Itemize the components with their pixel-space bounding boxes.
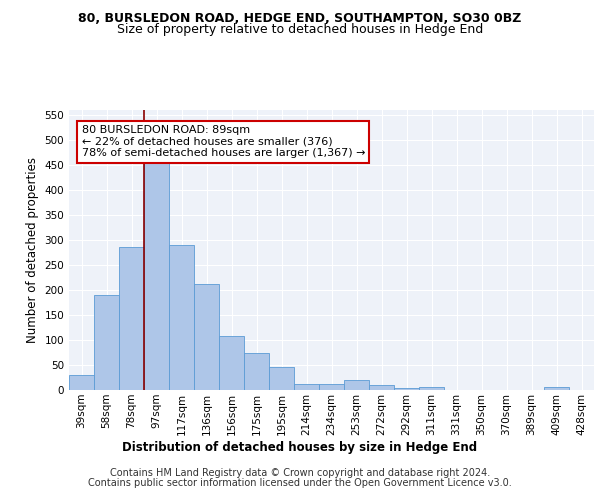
Text: Distribution of detached houses by size in Hedge End: Distribution of detached houses by size … (122, 441, 478, 454)
Text: Contains public sector information licensed under the Open Government Licence v3: Contains public sector information licen… (88, 478, 512, 488)
Bar (144, 160, 169, 390)
Bar (119, 246, 144, 390)
Bar (419, 387, 444, 390)
Bar (294, 384, 319, 390)
Text: 80, BURSLEDON ROAD, HEDGE END, SOUTHAMPTON, SO30 0BZ: 80, BURSLEDON ROAD, HEDGE END, SOUTHAMPT… (79, 12, 521, 26)
Bar (544, 387, 569, 390)
Bar (394, 388, 419, 390)
Text: Size of property relative to detached houses in Hedge End: Size of property relative to detached ho… (117, 22, 483, 36)
Bar (169, 244, 194, 390)
Bar (319, 384, 344, 390)
Bar (244, 353, 269, 390)
Bar (369, 385, 394, 390)
Text: 80 BURSLEDON ROAD: 89sqm
← 22% of detached houses are smaller (376)
78% of semi-: 80 BURSLEDON ROAD: 89sqm ← 22% of detach… (82, 125, 365, 158)
Y-axis label: Number of detached properties: Number of detached properties (26, 157, 39, 343)
Bar (269, 366, 294, 390)
Bar (219, 336, 244, 390)
Bar (194, 284, 219, 390)
Bar (94, 294, 119, 390)
Bar (69, 375, 94, 390)
Text: Contains HM Land Registry data © Crown copyright and database right 2024.: Contains HM Land Registry data © Crown c… (110, 468, 490, 477)
Bar (344, 380, 369, 390)
